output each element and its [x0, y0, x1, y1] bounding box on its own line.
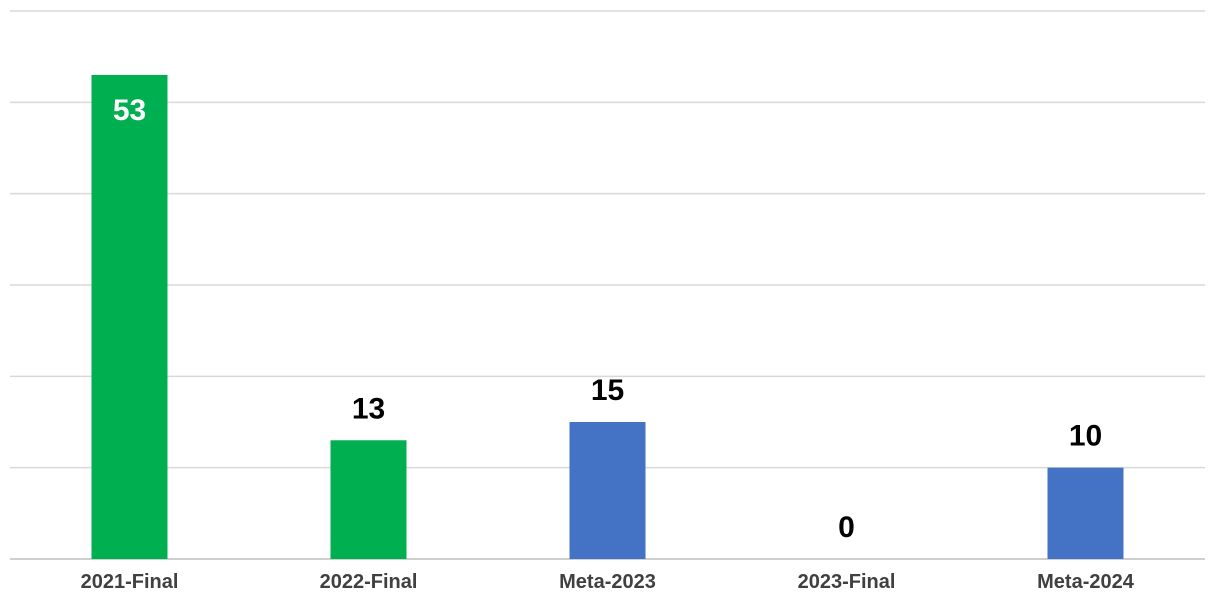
bar-2021-final — [91, 74, 168, 559]
data-label-meta-2024: 10 — [1069, 420, 1102, 453]
data-labels: 53 13 15 0 10 — [113, 94, 1102, 544]
bar-meta-2023 — [569, 422, 646, 559]
bar-meta-2024 — [1047, 467, 1124, 559]
x-tick-labels: 2021-Final 2022-Final Meta-2023 2023-Final M… — [81, 571, 1135, 593]
data-label-2021-final: 53 — [113, 94, 146, 127]
data-label-meta-2023: 15 — [591, 374, 624, 407]
x-tick-label: 2023-Final — [798, 571, 896, 593]
x-tick-label: 2022-Final — [320, 571, 418, 593]
data-label-2022-final: 13 — [352, 392, 385, 425]
data-label-2023-final: 0 — [838, 511, 855, 544]
bars — [91, 74, 1124, 559]
x-tick-label: 2021-Final — [81, 571, 179, 593]
x-tick-label: Meta-2023 — [559, 571, 656, 593]
x-tick-label: Meta-2024 — [1037, 571, 1135, 593]
bar-2022-final — [330, 440, 407, 559]
gridlines — [10, 10, 1205, 560]
